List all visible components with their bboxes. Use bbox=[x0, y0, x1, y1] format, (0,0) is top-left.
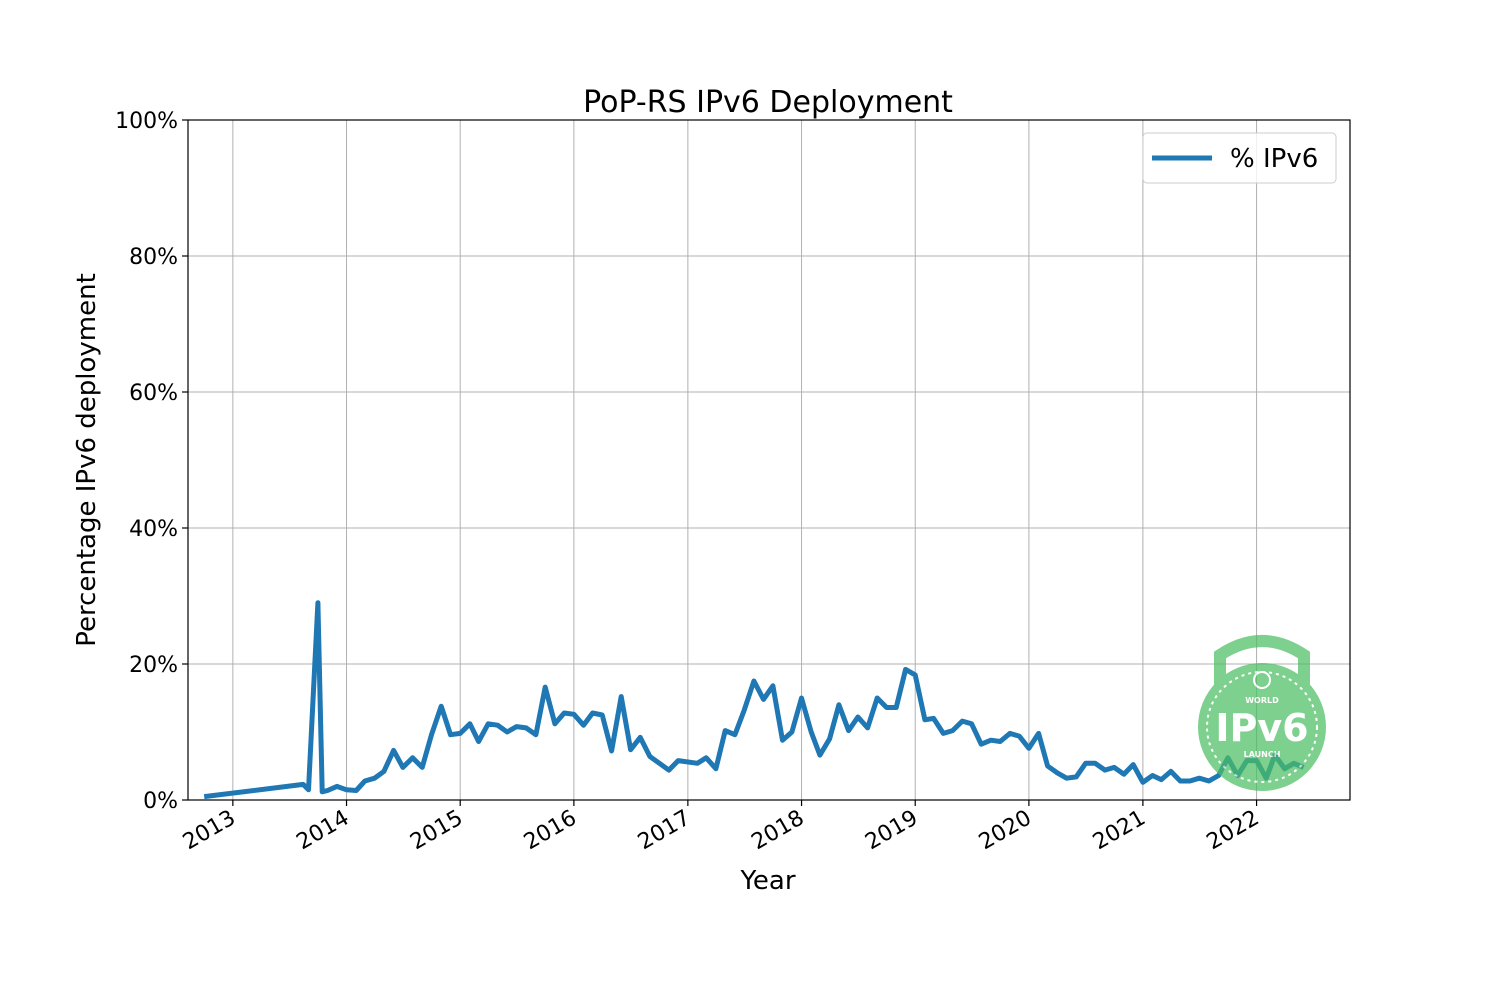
x-axis-label: Year bbox=[739, 866, 795, 896]
legend-box bbox=[1142, 132, 1337, 184]
y-tick-label: 0% bbox=[143, 789, 178, 814]
plot-area-frame bbox=[187, 119, 1351, 801]
y-tick-label: 80% bbox=[129, 245, 178, 270]
y-tick-label: 40% bbox=[129, 517, 178, 542]
ipv6-logo-badge: WORLD IPv6 LAUNCH bbox=[1198, 635, 1326, 791]
badge-main-text: IPv6 bbox=[1215, 706, 1308, 750]
badge-outer-ring bbox=[1198, 663, 1326, 791]
series-layer bbox=[203, 600, 1305, 800]
series-line-ipv6 bbox=[203, 600, 1305, 800]
badge-bottom-text: LAUNCH bbox=[1244, 750, 1281, 759]
globe-icon bbox=[1253, 671, 1271, 689]
y-tick-label: 20% bbox=[129, 653, 178, 678]
y-axis-label: Percentage IPv6 deployment bbox=[72, 273, 102, 647]
legend: % IPv6 bbox=[1142, 132, 1337, 184]
y-axis: 0% 20% 40% 60% 80% 100% bbox=[115, 109, 188, 814]
legend-label: % IPv6 bbox=[1230, 144, 1318, 174]
y-tick-label: 60% bbox=[129, 381, 178, 406]
y-tick-label: 100% bbox=[115, 109, 178, 134]
chart-title: PoP-RS IPv6 Deployment bbox=[583, 85, 953, 120]
badge-top-text: WORLD bbox=[1245, 696, 1279, 705]
badge-lock-shackle bbox=[1214, 635, 1310, 687]
badge-inner-ring bbox=[1206, 671, 1318, 783]
